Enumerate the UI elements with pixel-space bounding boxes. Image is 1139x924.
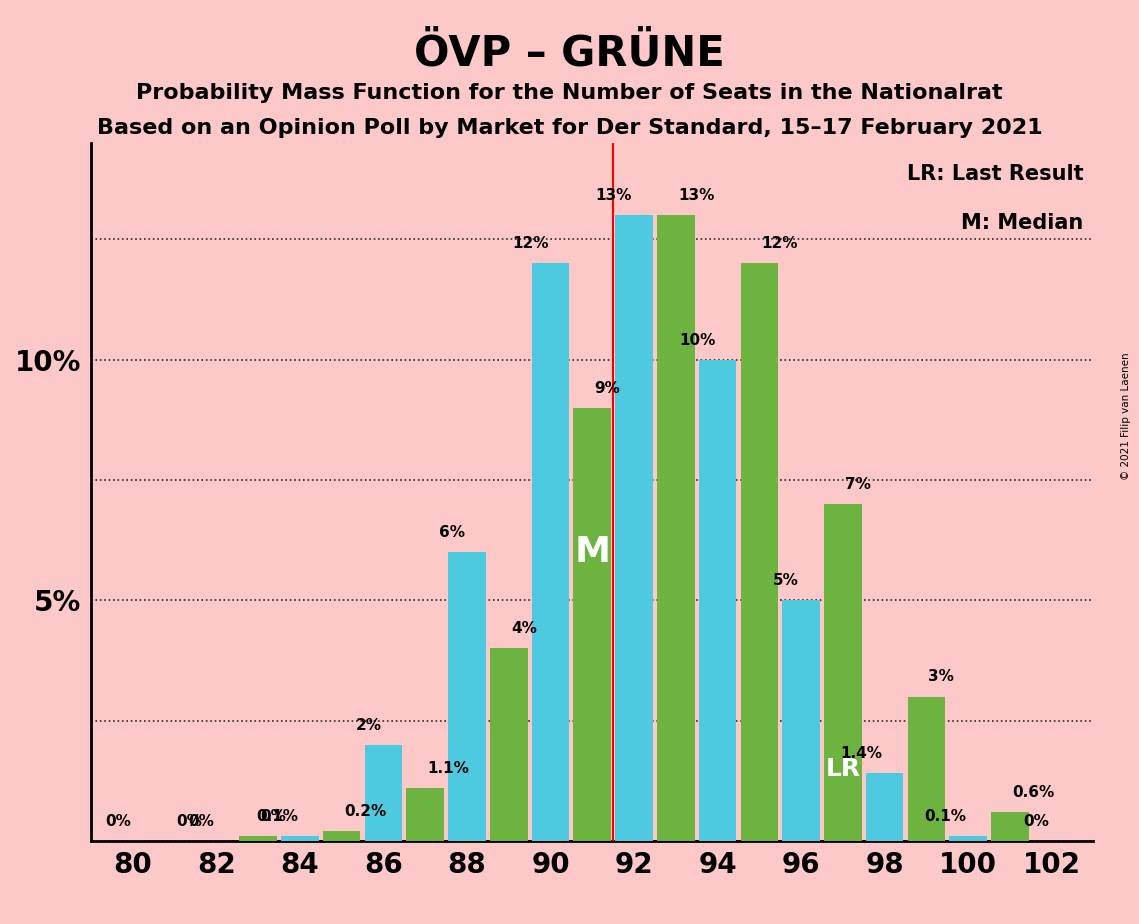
Text: 0%: 0% [261,809,286,824]
Text: M: Median: M: Median [961,213,1083,233]
Text: 0%: 0% [1024,814,1049,829]
Text: 0.6%: 0.6% [1013,785,1055,800]
Text: 13%: 13% [678,188,714,203]
Text: LR: LR [826,757,860,781]
Bar [239,836,277,841]
Text: 6%: 6% [439,525,465,541]
Bar [991,812,1029,841]
Text: 0.1%: 0.1% [256,809,298,824]
Text: LR: Last Result: LR: Last Result [907,164,1083,184]
Text: 0.1%: 0.1% [924,809,966,824]
Text: 5%: 5% [773,573,800,589]
Text: 7%: 7% [845,477,871,492]
Text: ÖVP – GRÜNE: ÖVP – GRÜNE [415,32,724,74]
Bar [615,215,653,841]
Bar [449,553,486,841]
Bar [323,832,361,841]
Text: © 2021 Filip van Laenen: © 2021 Filip van Laenen [1121,352,1131,480]
Text: 10%: 10% [679,333,715,347]
Bar [782,601,820,841]
Bar [657,215,695,841]
Text: 12%: 12% [761,237,798,251]
Bar [490,649,527,841]
Text: 2%: 2% [355,718,382,733]
Bar [866,773,903,841]
Bar [407,788,444,841]
Text: 1.1%: 1.1% [427,760,469,776]
Text: 4%: 4% [510,621,536,637]
Text: M: M [574,535,611,569]
Text: 1.4%: 1.4% [841,747,883,761]
Bar [908,697,945,841]
Text: 0%: 0% [177,814,203,829]
Text: Based on an Opinion Poll by Market for Der Standard, 15–17 February 2021: Based on an Opinion Poll by Market for D… [97,118,1042,139]
Bar [573,407,612,841]
Text: 13%: 13% [596,188,632,203]
Text: 0%: 0% [188,814,214,829]
Bar [281,836,319,841]
Text: 0%: 0% [105,814,131,829]
Bar [823,505,862,841]
Bar [364,745,402,841]
Text: 9%: 9% [595,381,621,395]
Bar [532,263,570,841]
Text: 12%: 12% [511,237,549,251]
Bar [698,359,737,841]
Text: Probability Mass Function for the Number of Seats in the Nationalrat: Probability Mass Function for the Number… [137,83,1002,103]
Text: 0.2%: 0.2% [344,804,386,820]
Text: 3%: 3% [928,670,954,685]
Bar [740,263,778,841]
Bar [949,836,986,841]
